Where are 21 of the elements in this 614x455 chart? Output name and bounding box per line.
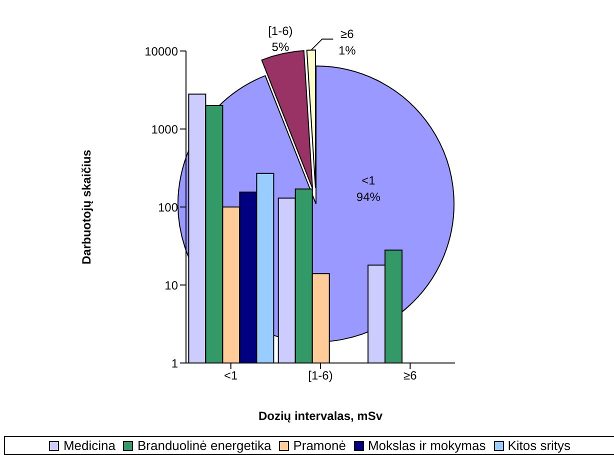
x-tick-label: ≥6 [404, 368, 418, 383]
legend-label: Medicina [62, 438, 116, 453]
data-label: 94% [356, 190, 381, 204]
slice-label: [1-6) [268, 24, 293, 38]
y-axis-title: Darbuotojų skaičius [79, 149, 94, 264]
y-tick-label: 100 [158, 200, 178, 214]
legend-label: Mokslas ir mokymas [366, 438, 486, 453]
data-label: 5% [272, 40, 290, 54]
slice-label: <1 [362, 174, 376, 188]
x-axis-title: Dozių intervalas, mSv [258, 409, 383, 423]
x-tick-label: [1-6) [308, 368, 333, 383]
x-tick-label: <1 [224, 368, 238, 383]
legend-label: Branduolinė energetika [136, 438, 272, 453]
legend-label: Pramonė [292, 438, 346, 453]
slice-label: ≥6 [340, 27, 354, 42]
legend-label: Kitos sritys [506, 438, 571, 453]
y-tick-label: 10 [164, 278, 178, 292]
y-tick-label: 10000 [144, 44, 178, 58]
y-tick-label: 1000 [151, 122, 178, 136]
y-tick-label: 1 [171, 356, 178, 370]
data-label: 1% [338, 43, 356, 58]
